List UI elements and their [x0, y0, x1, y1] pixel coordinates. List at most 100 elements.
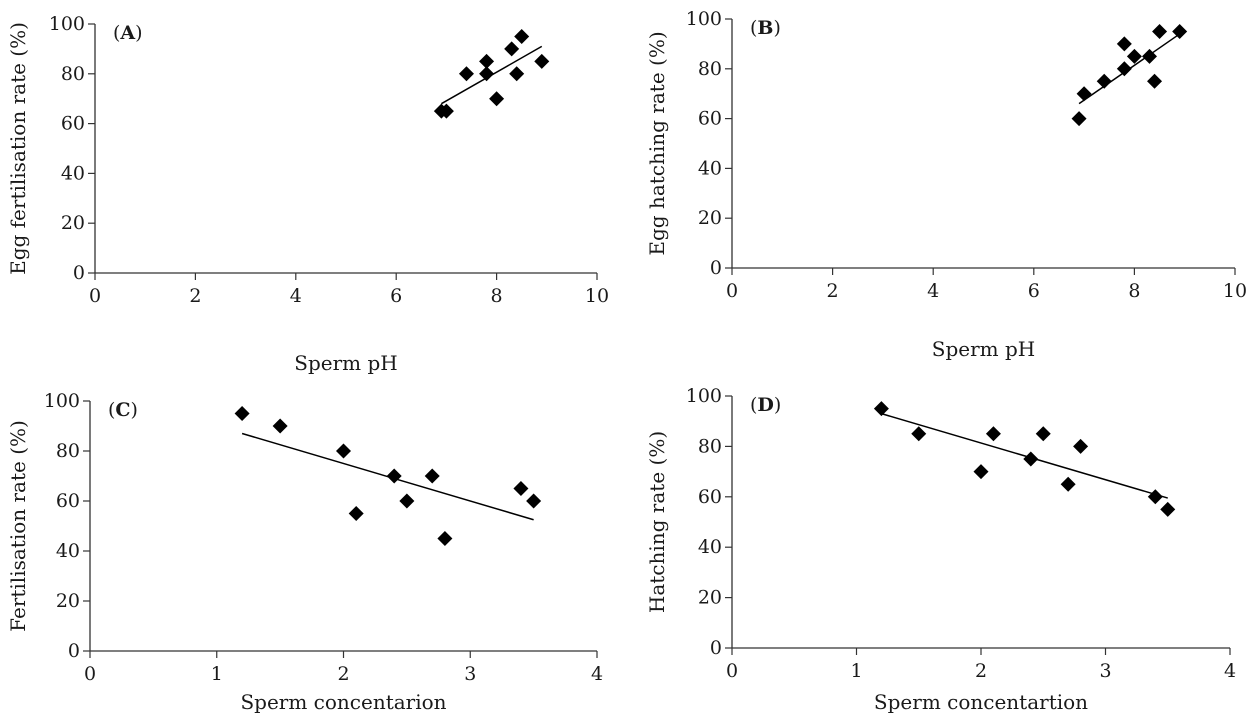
y-axis-label: Egg fertilisation rate (%) [6, 22, 30, 275]
data-point [985, 426, 1001, 442]
data-point [1076, 86, 1092, 102]
panel-label-letter: C [115, 399, 130, 421]
data-point [1141, 48, 1157, 64]
data-point [534, 53, 550, 69]
data-point [336, 443, 351, 459]
panel-b: 0 20 40 60 80 100 0 2 4 6 8 10 Sperm pH Egg hatching … [645, 8, 1247, 361]
y-tick-label: 0 [710, 257, 722, 279]
y-tick-label: 100 [686, 8, 722, 30]
y-tick-label: 40 [698, 157, 722, 179]
panel-d: 0 20 40 60 80 100 0 1 2 3 4 Sperm concentartion Hatc… [645, 385, 1236, 714]
data-point [458, 66, 474, 82]
x-tick-label: 0 [726, 280, 738, 302]
y-tick-label: 80 [61, 63, 85, 85]
x-tick-label: 10 [1223, 280, 1247, 302]
y-tick-label: 0 [73, 262, 85, 284]
data-point [1152, 23, 1168, 39]
x-tick-label: 3 [464, 663, 476, 685]
y-tick-label: 80 [56, 440, 80, 462]
y-tick-label: 0 [68, 640, 80, 662]
y-tick-label: 80 [698, 435, 722, 457]
data-point [1116, 36, 1132, 52]
data-point [1073, 438, 1089, 454]
data-point [513, 481, 529, 496]
data-point [1060, 476, 1076, 492]
data-point [1096, 73, 1112, 89]
data-point [1035, 426, 1051, 442]
data-point [1160, 501, 1176, 517]
y-axis-label: Hatching rate (%) [645, 431, 669, 613]
x-tick-label: 3 [1099, 660, 1111, 682]
data-point [479, 53, 495, 69]
x-tick-label: 4 [591, 663, 603, 685]
y-tick-label: 0 [710, 637, 722, 659]
data-point [424, 468, 440, 484]
x-axis-label: Sperm concentarion [240, 690, 446, 714]
x-tick-label: 6 [390, 285, 402, 307]
y-tick-label: 20 [698, 587, 722, 609]
x-tick-label: 10 [585, 285, 609, 307]
data-point [526, 493, 542, 509]
x-axis-label: Sperm pH [932, 337, 1035, 361]
y-tick-label: 40 [61, 162, 85, 184]
x-tick-label: 0 [89, 285, 101, 307]
panel-c: 0 20 40 60 80 100 0 1 2 3 4 Sperm concentarion Ferti… [6, 390, 603, 714]
x-axis-label: Sperm pH [294, 351, 397, 375]
panel-a: 0 20 40 60 80 100 0 2 4 6 8 10 Sperm pH Egg fertilisa… [6, 13, 609, 375]
panel-label-letter: D [757, 394, 773, 416]
y-tick-label: 20 [56, 590, 80, 612]
y-tick-label: 60 [698, 486, 722, 508]
y-tick-label: 60 [698, 108, 722, 130]
data-point [1116, 61, 1132, 77]
data-point [1071, 111, 1087, 127]
y-axis-label: Egg hatching rate (%) [645, 31, 669, 255]
data-point [348, 506, 364, 521]
x-tick-label: 1 [211, 663, 223, 685]
y-tick-label: 40 [698, 536, 722, 558]
data-point [1147, 489, 1163, 505]
x-tick-label: 1 [850, 660, 862, 682]
x-tick-label: 2 [337, 663, 349, 685]
data-point [509, 66, 525, 82]
y-tick-label: 100 [44, 390, 80, 412]
panel-label-letter: B [757, 17, 773, 39]
data-point [399, 493, 415, 509]
data-point [437, 531, 453, 546]
y-tick-label: 60 [61, 113, 85, 135]
data-point [911, 426, 927, 442]
y-tick-label: 100 [686, 385, 722, 407]
x-tick-label: 2 [827, 280, 839, 302]
y-tick-label: 80 [698, 58, 722, 80]
data-point [479, 66, 495, 82]
x-tick-label: 4 [1224, 660, 1236, 682]
data-point [234, 406, 250, 421]
y-tick-label: 40 [56, 540, 80, 562]
data-point [873, 401, 889, 417]
x-axis-label: Sperm concentartion [874, 690, 1088, 714]
data-point [504, 41, 520, 57]
data-point [1147, 73, 1163, 89]
trendline [881, 412, 1168, 499]
data-point [1023, 451, 1039, 467]
y-tick-label: 60 [56, 490, 80, 512]
data-point [514, 28, 530, 44]
data-point [438, 103, 454, 119]
y-axis-label: Fertilisation rate (%) [6, 420, 30, 632]
y-tick-label: 20 [698, 207, 722, 229]
data-point [1126, 48, 1142, 64]
panel-label-letter: A [119, 22, 135, 44]
x-tick-label: 8 [1128, 280, 1140, 302]
panel-label: (B) [750, 17, 781, 39]
panel-label: (D) [750, 394, 781, 416]
x-tick-label: 0 [84, 663, 96, 685]
data-point [973, 464, 989, 480]
data-point [1172, 23, 1188, 39]
panel-label: (C) [108, 399, 138, 421]
x-tick-label: 2 [189, 285, 201, 307]
x-tick-label: 0 [726, 660, 738, 682]
y-tick-label: 20 [61, 212, 85, 234]
data-point [386, 468, 402, 484]
panel-label: (A) [113, 22, 143, 44]
x-tick-label: 4 [290, 285, 302, 307]
